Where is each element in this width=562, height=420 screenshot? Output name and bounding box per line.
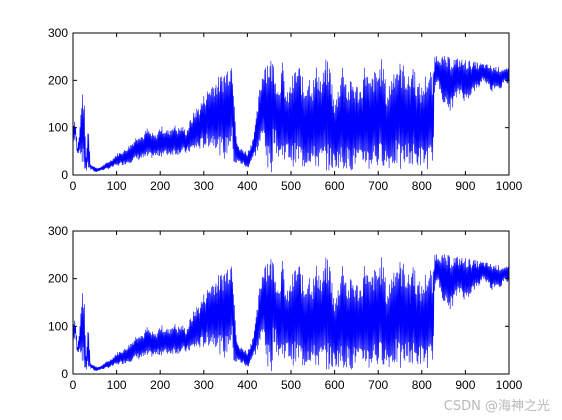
bottom-x-tick-label-600: 600 xyxy=(325,378,345,392)
watermark: CSDN @海神之光 xyxy=(443,399,550,414)
top-y-tick-label-100: 100 xyxy=(48,121,68,135)
top-x-tick-label-0: 0 xyxy=(70,179,77,193)
top-x-tick-label-800: 800 xyxy=(412,179,432,193)
top-x-tick-label-900: 900 xyxy=(455,179,475,193)
top-x-tick-label-1000: 1000 xyxy=(496,179,523,193)
bottom-x-tick-label-100: 100 xyxy=(107,378,127,392)
top-x-tick-label-200: 200 xyxy=(150,179,170,193)
bottom-x-tick-label-900: 900 xyxy=(455,378,475,392)
bottom-plot: 0 100 200 300 400 500 600 700 800 900 1000 0 100 200 3… xyxy=(48,224,523,392)
bottom-x-tick-label-500: 500 xyxy=(281,378,301,392)
bottom-x-tick-label-400: 400 xyxy=(237,378,257,392)
bottom-x-tick-label-1000: 1000 xyxy=(496,378,523,392)
top-x-tick-label-600: 600 xyxy=(325,179,345,193)
top-x-tick-label-100: 100 xyxy=(107,179,127,193)
bottom-y-tick-label-200: 200 xyxy=(48,272,68,286)
bottom-x-tick-label-0: 0 xyxy=(70,378,77,392)
top-y-tick-label-200: 200 xyxy=(48,73,68,87)
top-plot: 0 100 200 300 400 500 600 700 800 900 1000 0 100 200 3… xyxy=(48,26,523,193)
bottom-signal-line xyxy=(72,254,510,372)
top-signal-line xyxy=(72,56,510,173)
bottom-y-tick-label-0: 0 xyxy=(61,367,68,381)
bottom-x-tick-label-200: 200 xyxy=(150,378,170,392)
top-x-tick-label-500: 500 xyxy=(281,179,301,193)
top-x-tick-label-300: 300 xyxy=(194,179,214,193)
top-x-tick-label-400: 400 xyxy=(237,179,257,193)
bottom-y-tick-label-100: 100 xyxy=(48,319,68,333)
top-x-tick-label-700: 700 xyxy=(368,179,388,193)
bottom-y-tick-label-300: 300 xyxy=(48,224,68,238)
bottom-x-tick-label-300: 300 xyxy=(194,378,214,392)
top-y-tick-label-300: 300 xyxy=(48,26,68,40)
bottom-x-tick-label-800: 800 xyxy=(412,378,432,392)
bottom-x-tick-label-700: 700 xyxy=(368,378,388,392)
top-y-tick-label-0: 0 xyxy=(61,168,68,182)
